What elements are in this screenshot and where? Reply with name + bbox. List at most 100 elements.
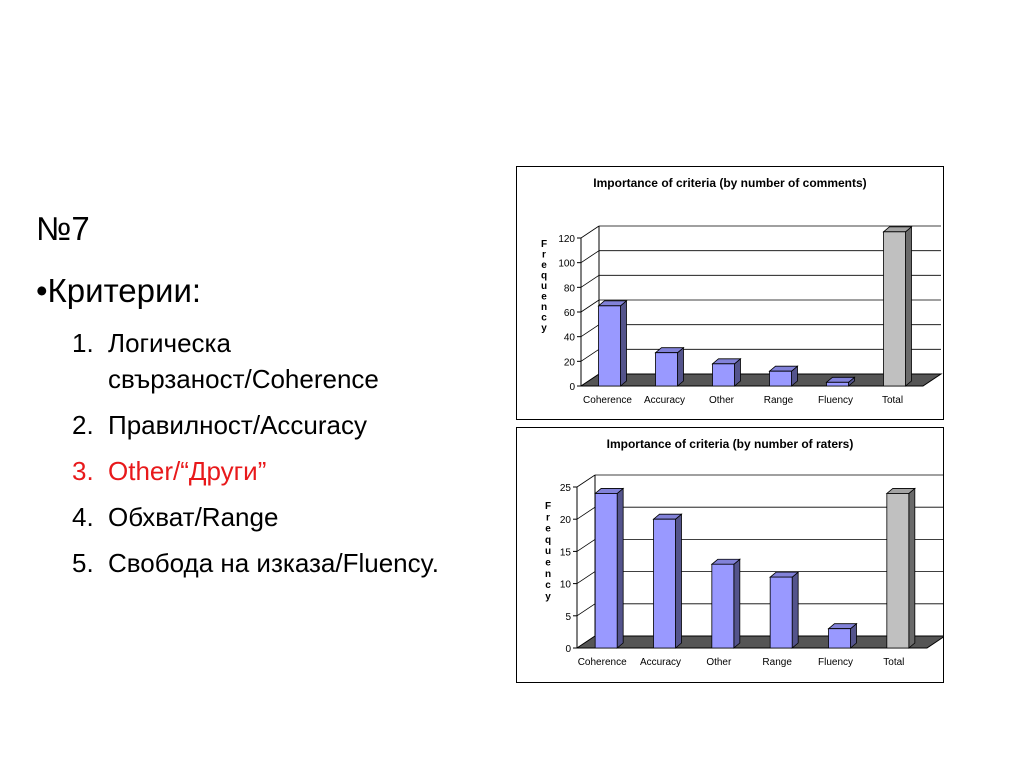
chart-y-label-letter: y (545, 591, 551, 602)
chart-bar-front (886, 493, 910, 649)
chart-y-label-letter: u (541, 281, 547, 292)
criteria-item-text: Логическа свързаност/Coherence (108, 328, 379, 394)
chart-title: Importance of criteria (by number of com… (593, 176, 866, 190)
chart-y-label-letter: c (545, 580, 551, 591)
chart-x-tick-label: Other (706, 657, 732, 668)
chart-gridline-side (580, 324, 600, 337)
chart-bar-front (711, 563, 735, 649)
chart-x-tick-label: Total (883, 657, 904, 668)
chart-bar-front (655, 352, 678, 387)
chart-bar-side (616, 487, 624, 649)
criteria-item-text: Other/“Други” (108, 456, 267, 486)
criteria-list: 1. Логическа свързаност/Coherence 2. Правил… (72, 325, 492, 591)
chart-bar-front (598, 305, 621, 387)
criteria-item: 4. Обхват/Range (72, 499, 492, 535)
chart-y-tick-label: 20 (560, 515, 572, 526)
chart-y-tick-label: 25 (560, 483, 572, 494)
chart-y-tick-label: 15 (560, 547, 572, 558)
chart-y-label-letter: e (545, 524, 551, 535)
chart-bar-front (769, 370, 792, 387)
chart-x-tick-label: Total (882, 395, 903, 406)
chart-bar-side (908, 487, 916, 649)
chart-gridline-side (580, 275, 600, 288)
slide-heading: №7 (36, 210, 90, 247)
chart-y-tick-label: 0 (569, 382, 575, 393)
chart-y-tick-label: 120 (558, 234, 575, 245)
chart-y-tick-label: 5 (565, 612, 571, 623)
chart-bar-accuracy (654, 346, 685, 387)
chart-bar-front (883, 231, 906, 387)
chart-bar-fluency (825, 376, 856, 387)
chart-y-label-letter: n (545, 569, 551, 580)
chart-y-label-letter: e (545, 558, 551, 569)
chart-bar-front (653, 518, 676, 649)
chart-y-label-letter: q (545, 535, 551, 546)
chart-x-tick-label: Accuracy (640, 657, 681, 668)
chart-y-tick-label: 10 (560, 580, 572, 591)
chart-y-label-letter: c (541, 313, 547, 324)
chart-comments: Importance of criteria (by number of com… (516, 166, 944, 420)
chart-y-tick-label: 0 (565, 644, 571, 655)
chart-raters: Importance of criteria (by number of rat… (516, 427, 947, 683)
chart-bar-front (712, 363, 735, 387)
chart-gridline-side (576, 571, 596, 584)
chart-y-tick-label: 40 (564, 333, 576, 344)
criteria-item-number: 4. (72, 502, 94, 532)
chart-bar-range (769, 571, 800, 649)
criteria-item: 1. Логическа свързаност/Coherence (72, 325, 492, 397)
chart-bar-other (711, 357, 742, 387)
chart-y-tick-label: 100 (558, 259, 575, 270)
chart-x-tick-label: Coherence (583, 395, 632, 406)
chart-comments-svg: Importance of criteria (by number of com… (541, 176, 943, 406)
chart-bar-accuracy (652, 513, 683, 649)
chart-bar-fluency (827, 622, 858, 649)
chart-x-tick-label: Accuracy (644, 395, 685, 406)
chart-x-tick-label: Other (709, 395, 735, 406)
chart-gridline-side (576, 539, 596, 552)
chart-bar-front (769, 576, 793, 649)
chart-gridline-side (580, 225, 600, 239)
chart-bar-front (826, 381, 849, 387)
chart-y-tick-label: 20 (564, 357, 576, 368)
chart-bar-side (620, 299, 627, 387)
chart-y-label-letter: n (541, 302, 547, 313)
chart-bar-coherence (594, 487, 625, 649)
chart-y-label-letter: r (546, 512, 550, 523)
chart-x-tick-label: Range (762, 657, 792, 668)
chart-y-label-letter: y (541, 323, 547, 334)
criteria-item: 3. Other/“Други” (72, 453, 492, 489)
criteria-item-number: 1. (72, 328, 94, 358)
chart-gridline-side (576, 603, 596, 617)
chart-bar-side (733, 558, 741, 649)
chart-x-tick-label: Range (764, 395, 794, 406)
chart-y-label-letter: F (541, 239, 547, 250)
chart-y-label-letter: u (545, 546, 551, 557)
chart-y-label-letter: r (542, 250, 546, 261)
chart-bar-side (791, 571, 799, 649)
chart-title: Importance of criteria (by number of rat… (607, 437, 854, 451)
chart-y-label-letter: e (541, 260, 547, 271)
chart-gridline-side (576, 474, 596, 488)
criteria-item: 2. Правилност/Accuracy (72, 407, 492, 443)
chart-y-label-letter: q (541, 271, 547, 282)
chart-bar-front (828, 628, 851, 649)
chart-y-label-letter: F (545, 501, 551, 512)
chart-bar-side (677, 346, 684, 387)
chart-gridline-side (580, 250, 600, 263)
chart-bar-side (675, 513, 682, 649)
criteria-item-number: 3. (72, 456, 94, 486)
chart-y-tick-label: 60 (564, 308, 576, 319)
chart-y-tick-label: 80 (564, 283, 576, 294)
chart-bar-front (594, 493, 618, 649)
chart-gridline-side (580, 299, 600, 313)
criteria-heading: •Критерии: (36, 272, 202, 309)
chart-gridline-side (580, 349, 600, 362)
criteria-item-number: 5. (72, 548, 94, 578)
criteria-item-text: Свобода на изказа/Fluency. (108, 548, 439, 578)
chart-x-tick-label: Coherence (578, 657, 627, 668)
chart-y-label-letter: e (541, 292, 547, 303)
chart-gridline-side (576, 506, 596, 520)
criteria-item-number: 2. (72, 410, 94, 440)
criteria-item: 5. Свобода на изказа/Fluency. (72, 545, 492, 581)
criteria-item-text: Правилност/Accuracy (108, 410, 367, 440)
